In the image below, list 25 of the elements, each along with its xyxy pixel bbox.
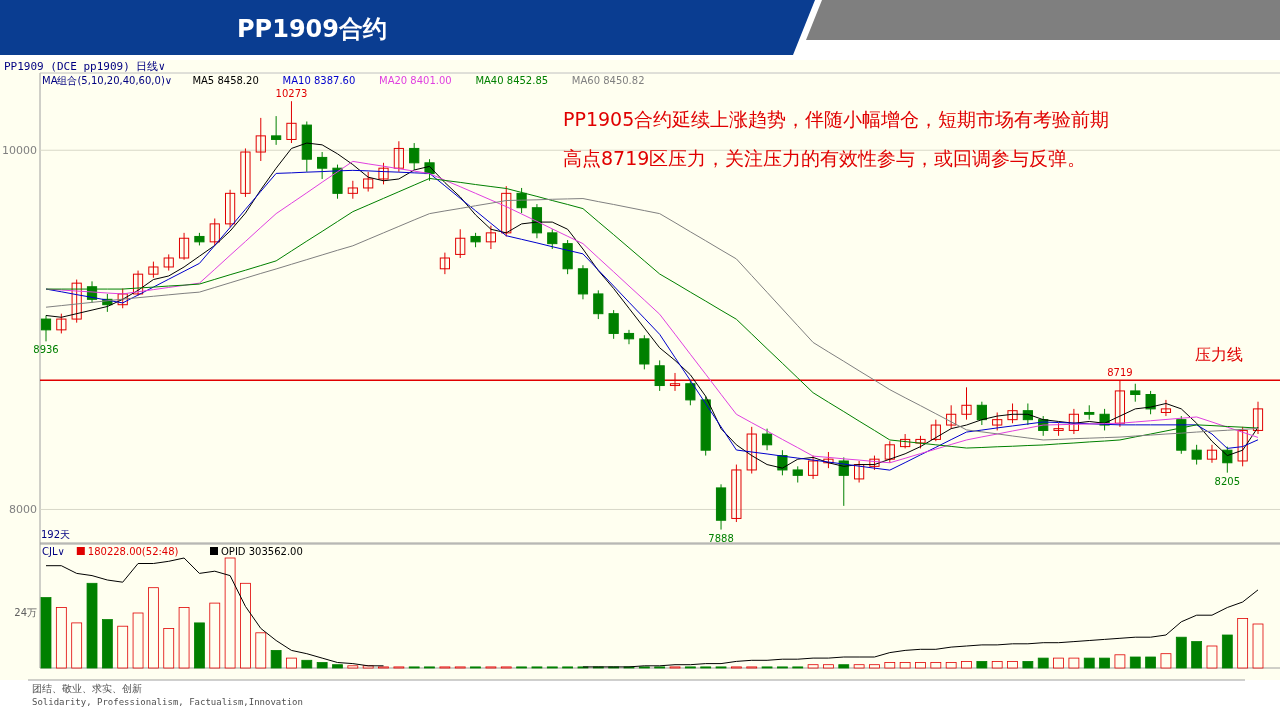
text: MA40 8452.85 <box>475 75 549 86</box>
annotation: 192天 <box>41 529 71 540</box>
annotation: 7888 <box>708 532 734 544</box>
chart-subtitle: PP1909 (DCE pp1909) 日线∨ <box>4 60 166 73</box>
legend-title: MA组合(5,10,20,40,60,0)∨ <box>42 75 173 86</box>
text: MA5 8458.20 <box>192 75 259 86</box>
chart-title: PP1909合约 <box>237 15 387 43</box>
text: MA20 8401.00 <box>379 75 452 86</box>
legend-label: OPID 303562.00 <box>221 546 303 557</box>
text: 团结、敬业、求实、创新 <box>32 683 142 694</box>
ref-line-label: 压力线 <box>1195 345 1243 365</box>
text: Solidarity, Professionalism, Factualism,Innovation <box>32 697 303 707</box>
legend-title: CJL∨ <box>42 546 65 557</box>
legend-label: 180228.00(52:48) <box>87 546 179 557</box>
annotation: 10273 <box>275 88 308 100</box>
y-tick-label: 8000 <box>9 503 37 517</box>
annotation: 8205 <box>1214 475 1241 487</box>
text: MA60 8450.82 <box>571 75 645 86</box>
text: 24万 <box>14 606 37 618</box>
y-tick-label: 10000 <box>2 144 37 158</box>
annotation: 8719 <box>1107 367 1133 379</box>
text: MA10 8387.60 <box>282 75 356 86</box>
annotation: 高点8719区压力，关注压力的有效性参与，或回调参与反弹。 <box>563 147 1087 169</box>
annotation: 8936 <box>33 344 59 356</box>
annotation: PP1905合约延续上涨趋势，伴随小幅增仓，短期市场有考验前期 <box>563 108 1110 130</box>
